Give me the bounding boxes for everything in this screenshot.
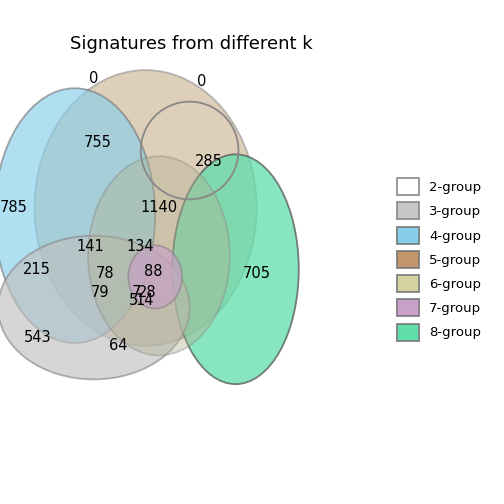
Title: Signatures from different k: Signatures from different k	[70, 35, 313, 53]
Text: 0: 0	[197, 74, 206, 89]
Text: 78: 78	[96, 266, 114, 281]
Text: 79: 79	[90, 285, 109, 300]
Text: 285: 285	[195, 155, 223, 169]
Text: 134: 134	[126, 239, 154, 254]
Text: 14: 14	[136, 293, 154, 308]
Text: 785: 785	[0, 201, 27, 215]
Text: 64: 64	[109, 338, 127, 353]
Ellipse shape	[172, 154, 299, 384]
Text: 7: 7	[131, 285, 141, 300]
Ellipse shape	[0, 236, 190, 380]
Text: 215: 215	[23, 262, 50, 277]
Ellipse shape	[34, 70, 257, 346]
Text: 705: 705	[242, 266, 271, 281]
Text: 543: 543	[24, 330, 51, 345]
Legend: 2-group, 3-group, 4-group, 5-group, 6-group, 7-group, 8-group: 2-group, 3-group, 4-group, 5-group, 6-gr…	[394, 174, 485, 344]
Ellipse shape	[129, 245, 182, 308]
Ellipse shape	[0, 88, 155, 343]
Text: 28: 28	[138, 285, 157, 300]
Text: 141: 141	[76, 239, 104, 254]
Text: 1140: 1140	[141, 201, 177, 215]
Ellipse shape	[88, 156, 230, 355]
Text: 755: 755	[84, 136, 111, 150]
Text: 0: 0	[89, 72, 99, 86]
Text: 88: 88	[144, 265, 162, 279]
Text: 5: 5	[129, 293, 138, 308]
